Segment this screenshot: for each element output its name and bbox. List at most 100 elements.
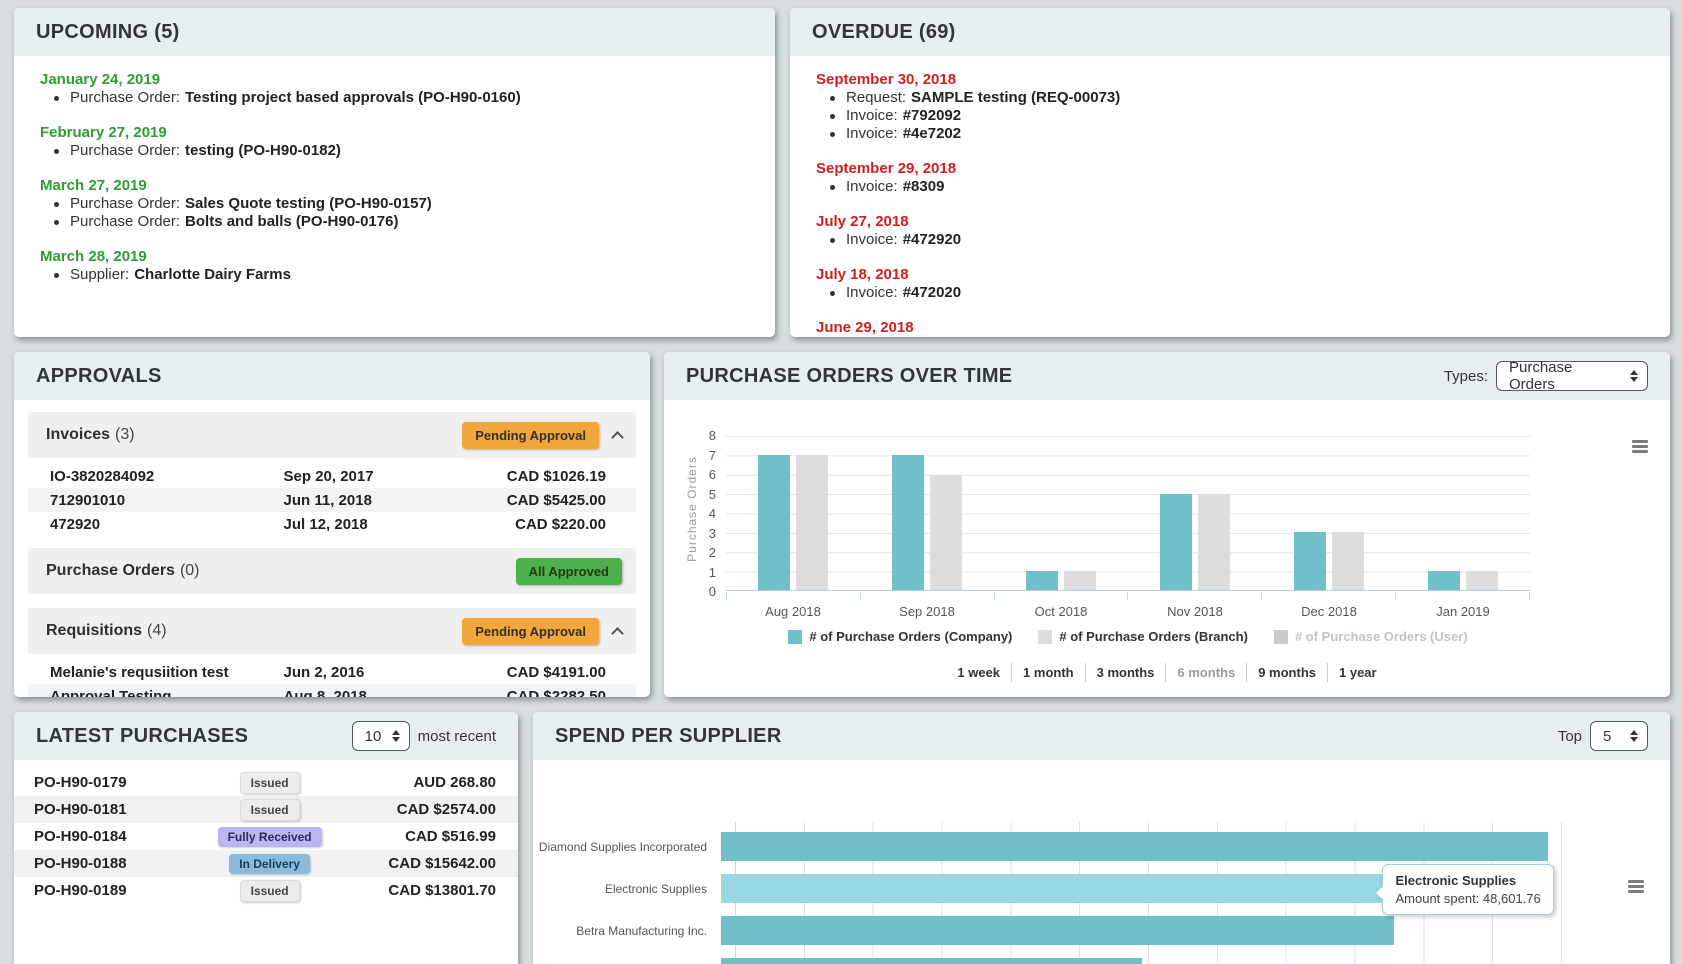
item-value[interactable]: Bolts and balls (PO-H90-0176) (185, 213, 399, 230)
invoices-section-header[interactable]: Invoices (3) Pending Approval (28, 412, 636, 458)
po-number[interactable]: PO-H90-0189 (34, 882, 127, 899)
invoice-id[interactable]: IO-3820284092 (50, 467, 155, 485)
po-number[interactable]: PO-H90-0179 (34, 774, 127, 791)
item-value[interactable]: Testing project based approvals (PO-H90-… (185, 89, 521, 106)
purchase-orders-section-header[interactable]: Purchase Orders (0) All Approved (28, 548, 636, 594)
filter-3-months[interactable]: 3 months (1084, 663, 1166, 682)
invoice-row[interactable]: IO-3820284092 Sep 20, 2017 CAD $1026.19 (28, 464, 636, 488)
requisition-row[interactable]: Approval Testing Aug 8, 2018 CAD $2282.5… (28, 684, 636, 697)
requisition-row[interactable]: Melanie's requsiition test Jun 2, 2016 C… (28, 660, 636, 684)
bar-electronic-supplies-hovered[interactable] (721, 874, 1403, 903)
top-count-select[interactable]: 5 (1590, 721, 1648, 751)
invoice-row[interactable]: 472920 Jul 12, 2018 CAD $220.00 (28, 512, 636, 536)
item-value[interactable]: #792092 (902, 107, 962, 124)
overdue-item[interactable]: Invoice: #472920 (816, 231, 1644, 249)
bar-diamond-supplies[interactable] (721, 832, 1548, 861)
bar-company[interactable] (892, 455, 924, 590)
item-value[interactable]: #8309 (902, 178, 945, 195)
item-value[interactable]: Sales Quote testing (PO-H90-0157) (185, 195, 432, 212)
po-number[interactable]: PO-H90-0188 (34, 855, 127, 872)
chevron-up-icon[interactable] (611, 626, 624, 640)
legend-swatch (788, 629, 803, 644)
purchase-row[interactable]: PO-H90-0181 Issued CAD $2574.00 (14, 796, 518, 823)
upcoming-item[interactable]: Purchase Order: testing (PO-H90-0182) (40, 142, 749, 160)
bar-company[interactable] (758, 455, 790, 590)
bar-company[interactable] (1026, 570, 1058, 590)
item-value[interactable]: testing (PO-H90-0182) (185, 142, 341, 159)
overdue-body: September 30, 2018 Request: SAMPLE testin… (790, 56, 1670, 337)
item-value[interactable]: Charlotte Dairy Farms (134, 266, 291, 283)
purchase-row[interactable]: PO-H90-0179 Issued AUD 268.80 (14, 769, 518, 796)
event-date: September 30, 2018 (816, 71, 957, 88)
y-tick: 5 (708, 486, 716, 502)
bar-branch[interactable] (1198, 493, 1230, 590)
invoice-id[interactable]: 712901010 (50, 491, 126, 509)
invoice-date: Jun 11, 2018 (283, 491, 372, 509)
bar-company[interactable] (1294, 532, 1326, 590)
bar-branch[interactable] (1466, 570, 1498, 590)
supplier-row (533, 958, 1562, 964)
section-count: (0) (179, 562, 200, 579)
upcoming-item[interactable]: Purchase Order: Sales Quote testing (PO-H… (40, 195, 749, 213)
upcoming-item[interactable]: Supplier: Charlotte Dairy Farms (40, 266, 749, 284)
event-date: February 27, 2019 (40, 124, 167, 141)
pending-approval-badge[interactable]: Pending Approval (462, 421, 599, 449)
chart-legend: # of Purchase Orders (Company) # of Purc… (726, 629, 1530, 644)
bar-betra-manufacturing[interactable] (721, 916, 1394, 945)
overdue-item[interactable]: Invoice: #4e7202 (816, 125, 1644, 143)
item-value[interactable]: #4e7202 (902, 125, 962, 142)
select-stepper-icon (1630, 370, 1638, 382)
item-value[interactable]: SAMPLE testing (REQ-00073) (911, 89, 1121, 106)
filter-9-months[interactable]: 9 months (1246, 663, 1327, 682)
x-tick: Sep 2018 (899, 604, 955, 619)
purchase-row[interactable]: PO-H90-0188 In Delivery CAD $15642.00 (14, 850, 518, 877)
bar-branch[interactable] (930, 474, 962, 590)
bar-company[interactable] (1160, 493, 1192, 590)
overdue-item[interactable]: Request: SAMPLE testing (REQ-00073) (816, 89, 1644, 107)
bar-branch[interactable] (796, 455, 828, 590)
requisitions-section-header[interactable]: Requisitions (4) Pending Approval (28, 608, 636, 654)
filter-1-week[interactable]: 1 week (957, 665, 1001, 680)
chart-menu-icon[interactable] (1628, 880, 1644, 893)
item-value[interactable]: #472920 (902, 231, 962, 248)
po-number[interactable]: PO-H90-0181 (34, 801, 127, 818)
filter-1-month[interactable]: 1 month (1011, 663, 1085, 682)
bar-company[interactable] (1428, 570, 1460, 590)
x-axis-ticks (726, 592, 1530, 600)
upcoming-item[interactable]: Purchase Order: Bolts and balls (PO-H90-0… (40, 213, 749, 231)
recent-count-select[interactable]: 10 (351, 721, 410, 751)
event-date: January 24, 2019 (40, 71, 161, 88)
requisition-id[interactable]: Melanie's requsiition test (50, 663, 229, 681)
requisition-id[interactable]: Approval Testing (50, 687, 172, 698)
legend-item-user-disabled[interactable]: # of Purchase Orders (User) (1273, 629, 1468, 644)
legend-item-branch[interactable]: # of Purchase Orders (Branch) (1038, 629, 1248, 644)
section-name: Invoices (3) (46, 426, 135, 444)
purchase-row[interactable]: PO-H90-0184 Fully Received CAD $516.99 (14, 823, 518, 850)
item-value[interactable]: #472020 (902, 284, 962, 301)
po-number[interactable]: PO-H90-0184 (34, 828, 127, 845)
purchase-row[interactable]: PO-H90-0189 Issued CAD $13801.70 (14, 877, 518, 904)
invoice-id[interactable]: 472920 (50, 515, 101, 533)
event-group: September 29, 2018 Invoice: #8309 (816, 160, 1644, 196)
bar-clipped-supplier[interactable] (721, 958, 1142, 964)
filter-6-months-active[interactable]: 6 months (1165, 663, 1246, 682)
all-approved-badge[interactable]: All Approved (515, 557, 622, 585)
overdue-panel: OVERDUE (69) September 30, 2018 Request:… (790, 8, 1670, 337)
y-tick: 3 (708, 525, 716, 541)
item-label: Purchase Order: (70, 89, 181, 106)
pending-approval-badge[interactable]: Pending Approval (462, 617, 599, 645)
legend-item-company[interactable]: # of Purchase Orders (Company) (788, 629, 1012, 644)
item-label: Supplier: (70, 266, 130, 283)
invoice-row[interactable]: 712901010 Jun 11, 2018 CAD $5425.00 (28, 488, 636, 512)
overdue-item[interactable]: Invoice: #472020 (816, 284, 1644, 302)
chart-menu-icon[interactable] (1632, 440, 1648, 453)
bar-branch[interactable] (1332, 532, 1364, 590)
bar-branch[interactable] (1064, 570, 1096, 590)
types-select[interactable]: Purchase Orders (1496, 359, 1648, 393)
x-tick: Nov 2018 (1167, 604, 1223, 619)
upcoming-item[interactable]: Purchase Order: Testing project based app… (40, 89, 749, 107)
filter-1-year[interactable]: 1 year (1327, 663, 1388, 682)
overdue-item[interactable]: Invoice: #8309 (816, 178, 1644, 196)
chevron-up-icon[interactable] (611, 430, 624, 444)
overdue-item[interactable]: Invoice: #792092 (816, 107, 1644, 125)
